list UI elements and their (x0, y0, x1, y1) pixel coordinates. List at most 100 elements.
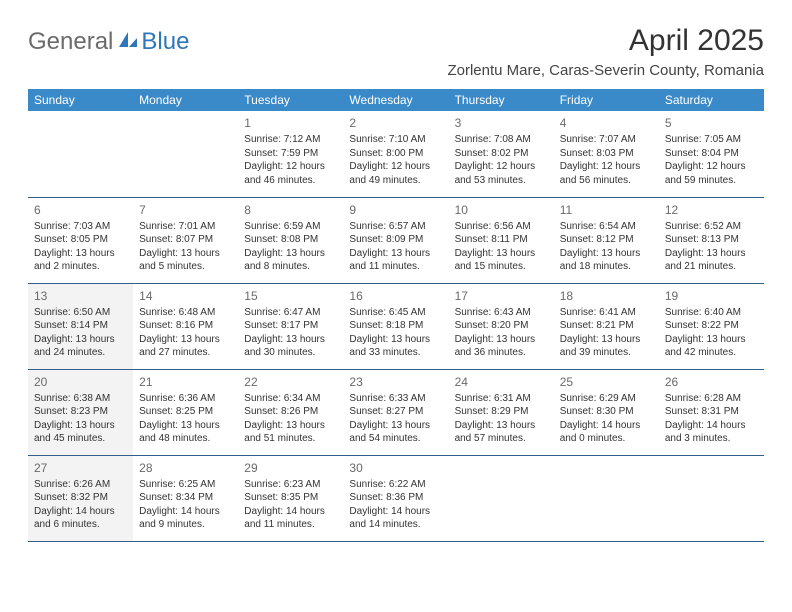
calendar-day-cell: 26Sunrise: 6:28 AMSunset: 8:31 PMDayligh… (659, 369, 764, 455)
sunrise-text: Sunrise: 6:45 AM (349, 306, 442, 320)
sunset-text: Sunset: 8:21 PM (560, 319, 653, 333)
day-info: Sunrise: 6:41 AMSunset: 8:21 PMDaylight:… (560, 306, 653, 360)
daylight-text: and 21 minutes. (665, 260, 758, 274)
calendar-week-row: 13Sunrise: 6:50 AMSunset: 8:14 PMDayligh… (28, 283, 764, 369)
sunrise-text: Sunrise: 6:54 AM (560, 220, 653, 234)
day-header: Monday (133, 89, 238, 111)
daylight-text: Daylight: 13 hours (455, 247, 548, 261)
daylight-text: and 49 minutes. (349, 174, 442, 188)
day-info: Sunrise: 7:03 AMSunset: 8:05 PMDaylight:… (34, 220, 127, 274)
day-header: Wednesday (343, 89, 448, 111)
daylight-text: Daylight: 14 hours (665, 419, 758, 433)
daylight-text: and 48 minutes. (139, 432, 232, 446)
sunrise-text: Sunrise: 6:29 AM (560, 392, 653, 406)
daylight-text: and 11 minutes. (244, 518, 337, 532)
calendar-day-cell: 19Sunrise: 6:40 AMSunset: 8:22 PMDayligh… (659, 283, 764, 369)
calendar-week-row: 6 Sunrise: 7:03 AMSunset: 8:05 PMDaylight… (28, 197, 764, 283)
day-number: 24 (455, 374, 548, 390)
sunset-text: Sunset: 8:27 PM (349, 405, 442, 419)
day-number: 2 (349, 115, 442, 131)
day-number: 3 (455, 115, 548, 131)
daylight-text: and 9 minutes. (139, 518, 232, 532)
day-number: 6 (34, 202, 127, 218)
daylight-text: and 53 minutes. (455, 174, 548, 188)
daylight-text: Daylight: 13 hours (244, 333, 337, 347)
sunset-text: Sunset: 8:07 PM (139, 233, 232, 247)
daylight-text: Daylight: 13 hours (349, 247, 442, 261)
day-info: Sunrise: 6:38 AMSunset: 8:23 PMDaylight:… (34, 392, 127, 446)
calendar-day-cell: 13Sunrise: 6:50 AMSunset: 8:14 PMDayligh… (28, 283, 133, 369)
day-number: 25 (560, 374, 653, 390)
calendar-day-cell: 27Sunrise: 6:26 AMSunset: 8:32 PMDayligh… (28, 455, 133, 541)
daylight-text: and 51 minutes. (244, 432, 337, 446)
sunrise-text: Sunrise: 6:59 AM (244, 220, 337, 234)
sunrise-text: Sunrise: 6:25 AM (139, 478, 232, 492)
logo-text-general: General (28, 28, 113, 56)
sunset-text: Sunset: 8:23 PM (34, 405, 127, 419)
sunset-text: Sunset: 8:25 PM (139, 405, 232, 419)
sunrise-text: Sunrise: 6:22 AM (349, 478, 442, 492)
daylight-text: Daylight: 12 hours (244, 160, 337, 174)
sunset-text: Sunset: 8:17 PM (244, 319, 337, 333)
daylight-text: and 8 minutes. (244, 260, 337, 274)
calendar-day-cell: 30Sunrise: 6:22 AMSunset: 8:36 PMDayligh… (343, 455, 448, 541)
sunset-text: Sunset: 8:20 PM (455, 319, 548, 333)
calendar-day-cell: 23Sunrise: 6:33 AMSunset: 8:27 PMDayligh… (343, 369, 448, 455)
day-info: Sunrise: 6:34 AMSunset: 8:26 PMDaylight:… (244, 392, 337, 446)
day-number: 4 (560, 115, 653, 131)
daylight-text: and 15 minutes. (455, 260, 548, 274)
logo-text-blue: Blue (141, 28, 189, 56)
day-number: 20 (34, 374, 127, 390)
calendar-day-cell (554, 455, 659, 541)
calendar-day-cell: 2Sunrise: 7:10 AMSunset: 8:00 PMDaylight… (343, 111, 448, 197)
sunset-text: Sunset: 8:09 PM (349, 233, 442, 247)
day-number: 14 (139, 288, 232, 304)
daylight-text: and 57 minutes. (455, 432, 548, 446)
sunrise-text: Sunrise: 6:38 AM (34, 392, 127, 406)
day-info: Sunrise: 6:57 AMSunset: 8:09 PMDaylight:… (349, 220, 442, 274)
daylight-text: and 5 minutes. (139, 260, 232, 274)
sunset-text: Sunset: 8:36 PM (349, 491, 442, 505)
day-info: Sunrise: 7:01 AMSunset: 8:07 PMDaylight:… (139, 220, 232, 274)
daylight-text: Daylight: 13 hours (244, 419, 337, 433)
calendar-day-cell: 20 Sunrise: 6:38 AMSunset: 8:23 PMDayligh… (28, 369, 133, 455)
daylight-text: Daylight: 13 hours (139, 419, 232, 433)
logo-sail-icon (117, 30, 139, 55)
daylight-text: Daylight: 12 hours (560, 160, 653, 174)
calendar-day-cell: 7 Sunrise: 7:01 AMSunset: 8:07 PMDaylight… (133, 197, 238, 283)
daylight-text: and 3 minutes. (665, 432, 758, 446)
day-number: 17 (455, 288, 548, 304)
day-number: 7 (139, 202, 232, 218)
sunrise-text: Sunrise: 6:26 AM (34, 478, 127, 492)
calendar-week-row: 27Sunrise: 6:26 AMSunset: 8:32 PMDayligh… (28, 455, 764, 541)
calendar-week-row: 1Sunrise: 7:12 AMSunset: 7:59 PMDaylight… (28, 111, 764, 197)
daylight-text: Daylight: 13 hours (560, 333, 653, 347)
sunrise-text: Sunrise: 6:28 AM (665, 392, 758, 406)
sunset-text: Sunset: 8:12 PM (560, 233, 653, 247)
daylight-text: Daylight: 13 hours (455, 419, 548, 433)
daylight-text: Daylight: 14 hours (560, 419, 653, 433)
calendar-day-cell: 9Sunrise: 6:57 AMSunset: 8:09 PMDaylight… (343, 197, 448, 283)
day-info: Sunrise: 6:25 AMSunset: 8:34 PMDaylight:… (139, 478, 232, 532)
day-number: 23 (349, 374, 442, 390)
day-number: 8 (244, 202, 337, 218)
day-header: Friday (554, 89, 659, 111)
daylight-text: and 18 minutes. (560, 260, 653, 274)
calendar-day-cell (133, 111, 238, 197)
calendar-day-cell: 10Sunrise: 6:56 AMSunset: 8:11 PMDayligh… (449, 197, 554, 283)
sunrise-text: Sunrise: 6:52 AM (665, 220, 758, 234)
daylight-text: and 0 minutes. (560, 432, 653, 446)
daylight-text: Daylight: 13 hours (34, 333, 127, 347)
day-number: 1 (244, 115, 337, 131)
daylight-text: Daylight: 13 hours (139, 247, 232, 261)
daylight-text: Daylight: 12 hours (349, 160, 442, 174)
day-number: 10 (455, 202, 548, 218)
sunset-text: Sunset: 8:31 PM (665, 405, 758, 419)
daylight-text: Daylight: 12 hours (665, 160, 758, 174)
day-info: Sunrise: 6:50 AMSunset: 8:14 PMDaylight:… (34, 306, 127, 360)
day-number: 11 (560, 202, 653, 218)
day-number: 30 (349, 460, 442, 476)
day-header: Thursday (449, 89, 554, 111)
calendar-day-cell (449, 455, 554, 541)
day-number: 21 (139, 374, 232, 390)
